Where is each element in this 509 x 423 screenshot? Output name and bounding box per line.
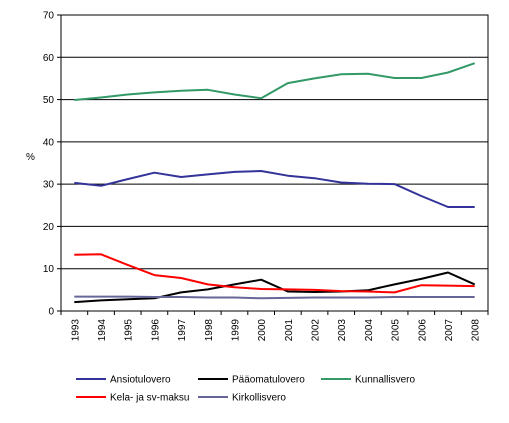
- series-line-4: [74, 295, 475, 300]
- series-line-3: [74, 253, 475, 294]
- x-tick-label: 2007: [444, 319, 455, 342]
- x-tick-label: 2004: [364, 319, 375, 342]
- x-tick-label: 2000: [257, 319, 268, 342]
- x-tick-label: 2002: [311, 319, 322, 342]
- y-tick-label: 50: [43, 95, 55, 106]
- x-tick-labels: 1993 1994 1995 1996 1997 1998 1999 2000 2001 2002…: [70, 319, 481, 342]
- series-line-2: [74, 62, 476, 101]
- y-tick-label: 20: [43, 222, 55, 233]
- series-line-1: [74, 271, 476, 304]
- y-tick-label: 0: [48, 307, 54, 318]
- y-axis-label: %: [26, 152, 35, 163]
- y-tick-label: 60: [43, 53, 55, 64]
- x-tick-label: 2006: [417, 319, 428, 342]
- x-tick-label: 1996: [150, 319, 161, 342]
- y-tick-label: 30: [43, 180, 55, 191]
- x-tick-label: 2003: [337, 319, 348, 342]
- x-tick-label: 1994: [97, 319, 108, 342]
- y-tick-label: 70: [43, 11, 55, 22]
- gridlines: [61, 14, 488, 270]
- legend-item: Ansiotulovero: [76, 375, 171, 386]
- legend-label: Kirkollisvero: [232, 393, 286, 404]
- x-tick-label: 1995: [124, 319, 135, 342]
- legend-item: Kirkollisvero: [198, 393, 286, 404]
- legend: Ansiotulovero Pääomatulovero Kunnallisvero…: [76, 375, 415, 404]
- y-tick-labels: 0 10 20 30 40 50 60 70: [43, 11, 55, 318]
- legend-item: Pääomatulovero: [198, 375, 305, 386]
- axes: [57, 14, 489, 315]
- x-tick-label: 1998: [204, 319, 215, 342]
- legend-label: Ansiotulovero: [110, 375, 171, 386]
- y-tick-label: 10: [43, 264, 55, 275]
- x-tick-label: 1997: [177, 319, 188, 342]
- x-tick-label: 2005: [391, 319, 402, 342]
- legend-label: Kunnallisvero: [355, 375, 415, 386]
- legend-item: Kunnallisvero: [321, 375, 415, 386]
- plot-frame: [60, 14, 489, 312]
- series-line-0: [74, 170, 475, 208]
- legend-item: Kela- ja sv-maksu: [76, 393, 189, 404]
- series-lines: [74, 62, 476, 304]
- y-tick-label: 40: [43, 137, 55, 148]
- x-tick-label: 2008: [471, 319, 482, 342]
- x-tick-label: 2001: [284, 319, 295, 342]
- x-tick-label: 1993: [70, 319, 81, 342]
- legend-label: Pääomatulovero: [232, 375, 305, 386]
- legend-label: Kela- ja sv-maksu: [110, 393, 189, 404]
- x-tick-label: 1999: [230, 319, 241, 342]
